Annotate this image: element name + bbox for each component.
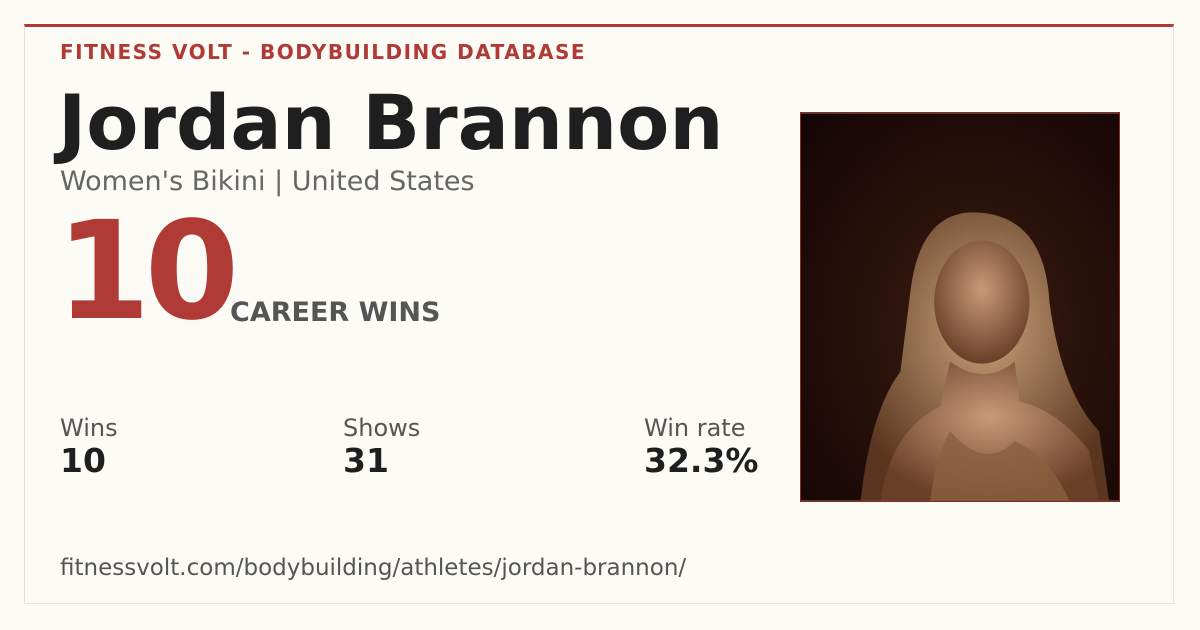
athlete-photo <box>800 112 1120 502</box>
highlight-number: 10 <box>56 193 239 351</box>
stat-label: Win rate <box>644 414 746 442</box>
card <box>24 24 1174 604</box>
athlete-name: Jordan Brannon <box>58 78 724 167</box>
brand: FITNESS VOLT - BODYBUILDING DATABASE <box>60 40 587 64</box>
stat-label: Wins <box>60 414 118 442</box>
highlight-label: CAREER WINS <box>230 297 441 328</box>
url: fitnessvolt.com/bodybuilding/athletes/jo… <box>60 555 687 581</box>
stat-value: 10 <box>60 441 106 480</box>
stat-label: Shows <box>343 414 421 442</box>
stat-value: 32.3% <box>644 441 759 480</box>
stat-value: 31 <box>343 441 389 480</box>
athlete-subtitle: Women's Bikini | United States <box>60 166 475 197</box>
